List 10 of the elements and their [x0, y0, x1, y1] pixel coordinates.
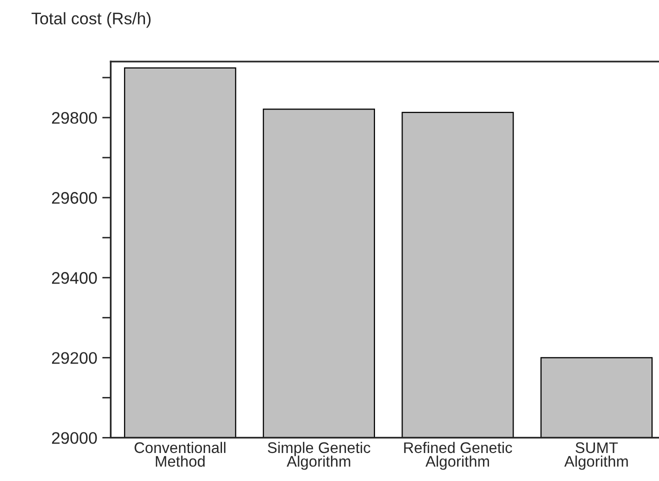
x-tick-label: Refined Genetic Algorithm	[404, 442, 512, 470]
y-axis-title: Total cost (Rs/h)	[32, 12, 151, 28]
y-tick-label: 29400	[52, 272, 97, 284]
y-tick-label: 29000	[52, 432, 97, 444]
y-tick-label: 29600	[52, 192, 97, 204]
x-tick-label: Simple Genetic Algorithm	[268, 442, 370, 470]
x-tick-label: SUMT Algorithm	[564, 442, 628, 470]
y-tick-label: 29800	[52, 112, 97, 124]
y-tick-label: 29200	[52, 352, 97, 364]
x-tick-label: Conventionall Method	[134, 442, 226, 467]
